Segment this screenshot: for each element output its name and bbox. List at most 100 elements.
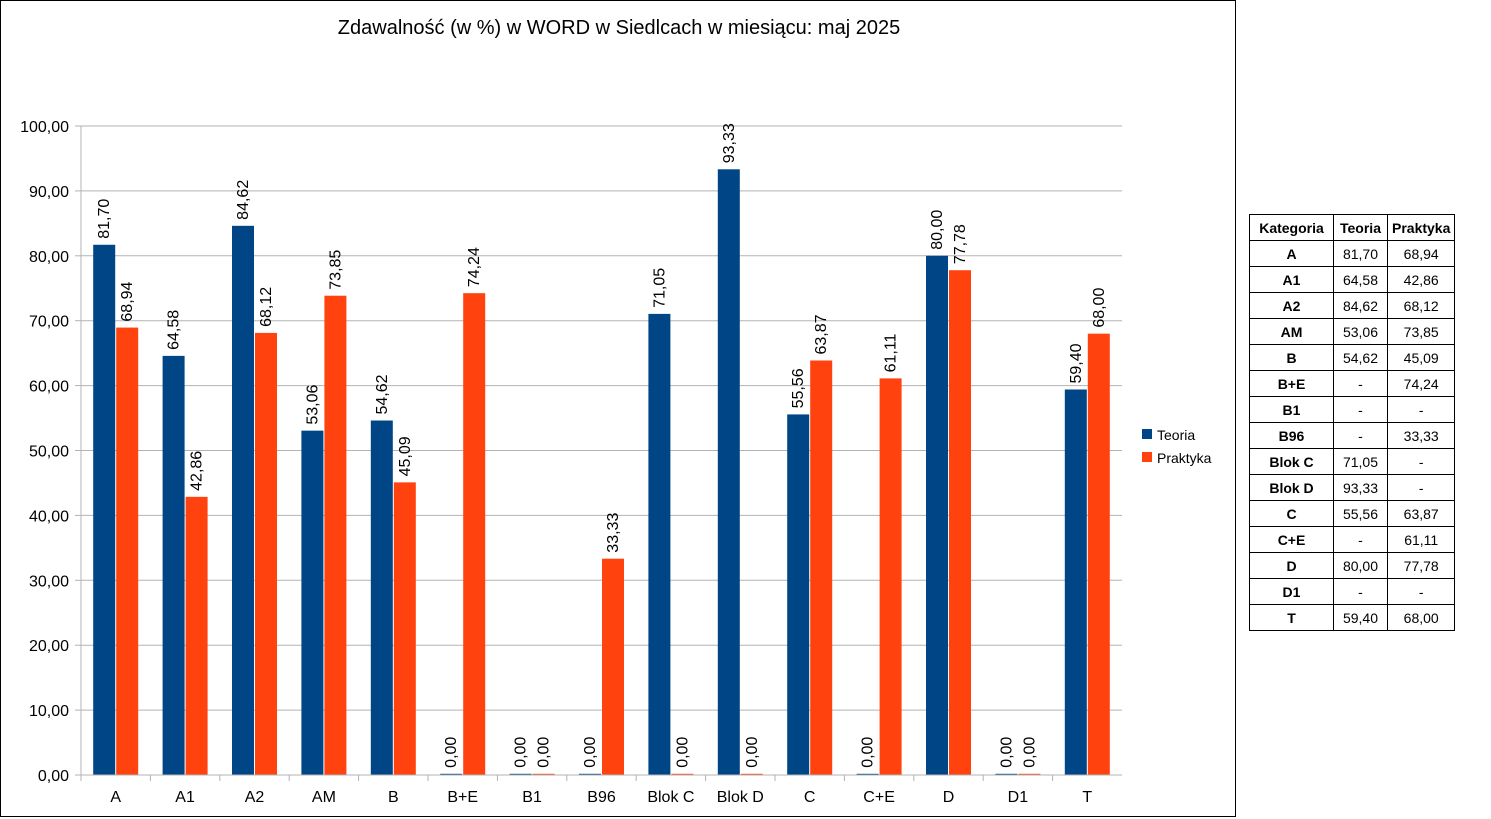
category-cell: Blok D bbox=[1249, 474, 1334, 501]
table-row: T 59,40 68,00 bbox=[1249, 604, 1456, 631]
x-tick-label: A1 bbox=[175, 789, 195, 806]
category-cell: B bbox=[1249, 344, 1334, 371]
data-label: 0,00 bbox=[513, 737, 530, 768]
table-row: Blok D 93,33- bbox=[1249, 474, 1456, 501]
teoria-cell: - bbox=[1333, 422, 1388, 449]
praktyka-cell: 68,94 bbox=[1386, 240, 1456, 267]
bar-teoria bbox=[995, 773, 1018, 775]
y-tick-label: 10,00 bbox=[29, 703, 69, 720]
bar-teoria bbox=[926, 255, 948, 776]
bar-teoria bbox=[579, 773, 601, 775]
y-tick-label: 60,00 bbox=[29, 379, 69, 396]
bar-teoria bbox=[301, 430, 324, 775]
category-cell: B96 bbox=[1249, 422, 1334, 449]
x-tick-label: AM bbox=[312, 789, 336, 806]
table-row: AM 53,06 73,85 bbox=[1249, 318, 1456, 345]
x-tick-label: B bbox=[388, 789, 399, 806]
category-cell: D1 bbox=[1249, 578, 1334, 605]
teoria-cell: - bbox=[1333, 396, 1388, 423]
x-tick-label: Blok D bbox=[717, 789, 764, 806]
table-row: D 80,00 77,78 bbox=[1249, 552, 1456, 579]
y-tick-label: 100,00 bbox=[20, 119, 69, 136]
praktyka-cell: - bbox=[1386, 396, 1456, 423]
praktyka-cell: 33,33 bbox=[1386, 422, 1456, 449]
chart-title: Zdawalność (w %) w WORD w Siedlcach w mi… bbox=[337, 17, 901, 39]
x-tick-label: A2 bbox=[245, 789, 265, 806]
teoria-cell: 55,56 bbox=[1333, 500, 1388, 527]
legend-swatch-praktyka bbox=[1142, 452, 1152, 462]
bar-praktyka bbox=[1018, 773, 1041, 775]
data-label: 0,00 bbox=[744, 737, 761, 768]
category-cell: A1 bbox=[1249, 266, 1334, 293]
table-row: A 81,70 68,94 bbox=[1249, 240, 1456, 267]
table-row: A1 64,58 42,86 bbox=[1249, 266, 1456, 293]
data-label: 84,62 bbox=[235, 180, 252, 220]
data-label: 42,86 bbox=[189, 451, 206, 491]
x-tick-label: C bbox=[804, 789, 816, 806]
praktyka-cell: - bbox=[1386, 578, 1456, 605]
praktyka-cell: 42,86 bbox=[1386, 266, 1456, 293]
praktyka-cell: 68,00 bbox=[1386, 604, 1456, 631]
bar-praktyka bbox=[463, 293, 486, 775]
teoria-cell: 59,40 bbox=[1333, 604, 1388, 631]
header-praktyka: Praktyka bbox=[1386, 214, 1456, 241]
x-tick-label: C+E bbox=[863, 789, 895, 806]
category-cell: T bbox=[1249, 604, 1334, 631]
x-tick-label: Blok C bbox=[647, 789, 694, 806]
data-label: 54,62 bbox=[374, 374, 391, 414]
bar-praktyka bbox=[393, 482, 416, 775]
bar-teoria bbox=[440, 773, 463, 775]
y-tick-label: 30,00 bbox=[29, 573, 69, 590]
y-tick-label: 0,00 bbox=[38, 768, 69, 785]
data-label: 0,00 bbox=[1021, 737, 1038, 768]
bar-teoria bbox=[370, 420, 393, 775]
bar-teoria bbox=[1064, 389, 1087, 775]
data-label: 68,94 bbox=[119, 281, 136, 321]
teoria-cell: 84,62 bbox=[1333, 292, 1388, 319]
bar-teoria bbox=[717, 169, 740, 775]
data-label: 0,00 bbox=[674, 737, 691, 768]
bar-teoria bbox=[232, 225, 254, 776]
y-tick-label: 90,00 bbox=[29, 184, 69, 201]
teoria-cell: 54,62 bbox=[1333, 344, 1388, 371]
header-teoria: Teoria bbox=[1333, 214, 1388, 241]
table-row: Blok C 71,05- bbox=[1249, 448, 1456, 475]
data-label: 0,00 bbox=[582, 737, 599, 768]
bar-praktyka bbox=[810, 360, 833, 775]
teoria-cell: 71,05 bbox=[1333, 448, 1388, 475]
data-label: 45,09 bbox=[397, 436, 414, 476]
table-row: C 55,56 63,87 bbox=[1249, 500, 1456, 527]
category-cell: D bbox=[1249, 552, 1334, 579]
data-label: 61,11 bbox=[883, 333, 900, 372]
praktyka-cell: 63,87 bbox=[1386, 500, 1456, 527]
data-label: 59,40 bbox=[1068, 343, 1085, 383]
praktyka-cell: 61,11 bbox=[1386, 526, 1456, 553]
teoria-cell: - bbox=[1333, 526, 1388, 553]
teoria-cell: - bbox=[1333, 578, 1388, 605]
category-cell: AM bbox=[1249, 318, 1334, 345]
bar-teoria bbox=[856, 773, 879, 775]
teoria-cell: 80,00 bbox=[1333, 552, 1388, 579]
header-kategoria: Kategoria bbox=[1249, 214, 1334, 241]
data-label: 0,00 bbox=[998, 737, 1015, 768]
data-label: 68,12 bbox=[258, 287, 275, 327]
data-label: 77,78 bbox=[952, 224, 969, 264]
x-tick-label: A bbox=[110, 789, 121, 806]
bar-chart: 0,00 10,00 20,00 30,00 40,00 50,00 60,00 70,00 8… bbox=[20, 119, 1212, 806]
praktyka-cell: 77,78 bbox=[1386, 552, 1456, 579]
x-tick-label: B+E bbox=[447, 789, 478, 806]
data-label: 0,00 bbox=[860, 737, 877, 768]
table-row: A2 84,62 68,12 bbox=[1249, 292, 1456, 319]
category-cell: Blok C bbox=[1249, 448, 1334, 475]
data-label: 63,87 bbox=[813, 314, 830, 354]
data-label: 53,06 bbox=[304, 384, 321, 424]
x-tick-label: B96 bbox=[587, 789, 616, 806]
bar-praktyka bbox=[879, 378, 902, 775]
data-label: 55,56 bbox=[790, 368, 807, 408]
category-cell: A bbox=[1249, 240, 1334, 267]
data-label: 73,85 bbox=[327, 250, 344, 290]
table-header-row: Kategoria Teoria Praktyka bbox=[1249, 214, 1456, 241]
data-label: 93,33 bbox=[721, 123, 738, 163]
teoria-cell: - bbox=[1333, 370, 1388, 397]
praktyka-cell: - bbox=[1386, 474, 1456, 501]
